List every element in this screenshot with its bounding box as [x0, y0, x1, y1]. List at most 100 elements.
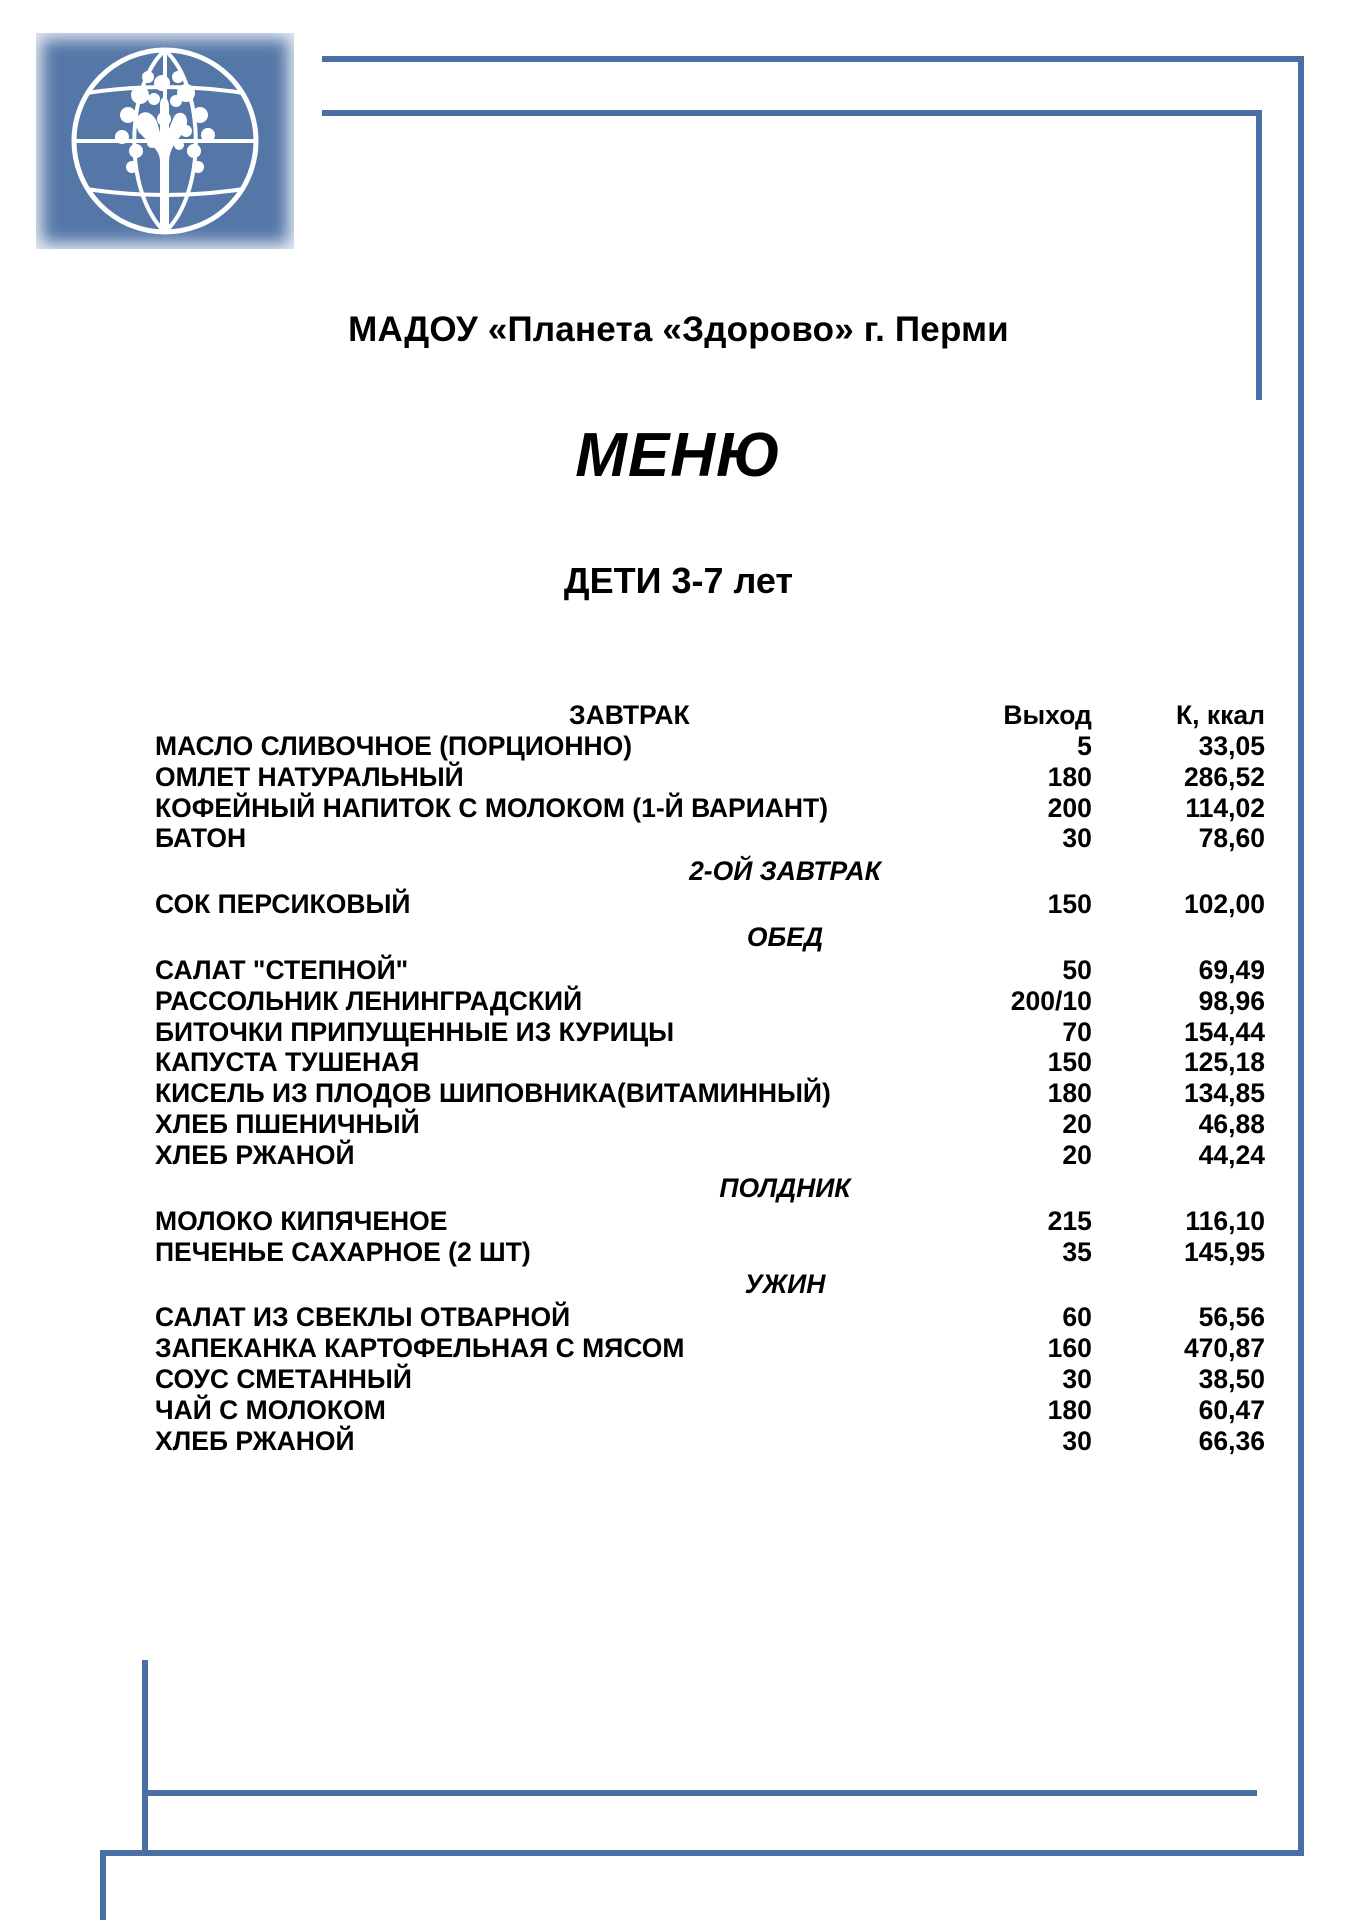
- menu-table-row: ЧАЙ С МОЛОКОМ 180 60,47: [155, 1395, 1265, 1426]
- menu-item-kcal: 145,95: [1183, 1236, 1265, 1267]
- page-title-organization: МАДОУ «Планета «Здорово» г. Перми: [348, 310, 1009, 349]
- menu-item-kcal: 33,05: [1198, 730, 1265, 761]
- menu-item-output: 150: [1047, 889, 1092, 920]
- menu-item-kcal: 114,02: [1185, 792, 1265, 823]
- column-header-kcal: К, ккал: [1176, 700, 1265, 730]
- menu-item-name: БАТОН: [155, 823, 247, 854]
- menu-section-label: ОБЕД: [746, 922, 824, 953]
- menu-item-name: ХЛЕБ РЖАНОЙ: [155, 1425, 355, 1456]
- menu-item-output: 215: [1047, 1205, 1092, 1236]
- menu-item-kcal: 69,49: [1198, 954, 1265, 985]
- menu-item-kcal: 102,00: [1183, 889, 1265, 920]
- page-title-menu: МЕНЮ: [575, 421, 782, 490]
- menu-item-output: 150: [1047, 1047, 1092, 1078]
- menu-item-output: 180: [1047, 1394, 1092, 1425]
- menu-section-heading: УЖИН: [155, 1267, 1265, 1302]
- menu-item-name: РАССОЛЬНИК ЛЕНИНГРАДСКИЙ: [155, 985, 583, 1016]
- menu-section-heading: 2-ОЙ ЗАВТРАК: [155, 854, 1265, 889]
- menu-item-kcal: 78,60: [1198, 823, 1265, 854]
- frame-border-inner-bottom: [142, 1790, 1257, 1796]
- menu-table-row: ЗАПЕКАНКА КАРТОФЕЛЬНАЯ С МЯСОМ 160 470,87: [155, 1333, 1265, 1364]
- menu-item-name: ЧАЙ С МОЛОКОМ: [155, 1394, 386, 1425]
- menu-item-name: МОЛОКО КИПЯЧЕНОЕ: [155, 1205, 448, 1236]
- column-header-output: Выход: [1003, 700, 1092, 730]
- page-subtitle-age-group: ДЕТИ 3-7 лет: [563, 560, 794, 601]
- menu-item-output: 30: [1062, 823, 1092, 854]
- menu-table-row: БИТОЧКИ ПРИПУЩЕННЫЕ ИЗ КУРИЦЫ 70 154,44: [155, 1017, 1265, 1048]
- menu-item-kcal: 116,10: [1185, 1205, 1265, 1236]
- menu-table-header-row: ЗАВТРАК Выход К, ккал: [155, 700, 1265, 731]
- menu-table-row: ПЕЧЕНЬЕ САХАРНОЕ (2 ШТ) 35 145,95: [155, 1237, 1265, 1268]
- menu-table-row: КОФЕЙНЫЙ НАПИТОК С МОЛОКОМ (1-Й ВАРИАНТ)…: [155, 793, 1265, 824]
- menu-item-output: 50: [1062, 954, 1092, 985]
- menu-item-name: ЗАПЕКАНКА КАРТОФЕЛЬНАЯ С МЯСОМ: [155, 1333, 685, 1364]
- menu-item-name: САЛАТ ИЗ СВЕКЛЫ ОТВАРНОЙ: [155, 1302, 571, 1333]
- menu-table-row: БАТОН 30 78,60: [155, 823, 1265, 854]
- menu-section-label: УЖИН: [744, 1269, 826, 1300]
- menu-item-output: 180: [1047, 761, 1092, 792]
- menu-table-row: САЛАТ "СТЕПНОЙ" 50 69,49: [155, 955, 1265, 986]
- menu-item-kcal: 154,44: [1183, 1016, 1265, 1047]
- menu-item-output: 5: [1077, 730, 1092, 761]
- menu-item-name: СОК ПЕРСИКОВЫЙ: [155, 889, 411, 920]
- frame-border-inner-right: [1256, 110, 1262, 400]
- menu-item-output: 70: [1062, 1016, 1092, 1047]
- menu-table-row: СОУС СМЕТАННЫЙ 30 38,50: [155, 1364, 1265, 1395]
- column-header-dish: ЗАВТРАК: [568, 700, 690, 730]
- menu-item-name: МАСЛО СЛИВОЧНОЕ (ПОРЦИОННО): [155, 730, 633, 761]
- frame-border-outer-left: [100, 1850, 106, 1920]
- menu-table: ЗАВТРАК Выход К, ккал МАСЛО СЛИВОЧНОЕ (ПОРЦ…: [155, 700, 1265, 1457]
- menu-table-row: РАССОЛЬНИК ЛЕНИНГРАДСКИЙ 200/10 98,96: [155, 986, 1265, 1017]
- frame-border-outer-right: [1298, 56, 1304, 1856]
- menu-item-name: БИТОЧКИ ПРИПУЩЕННЫЕ ИЗ КУРИЦЫ: [155, 1016, 675, 1047]
- menu-section-heading: ОБЕД: [155, 920, 1265, 955]
- menu-table-row: КАПУСТА ТУШЕНАЯ 150 125,18: [155, 1047, 1265, 1078]
- menu-item-kcal: 38,50: [1198, 1364, 1265, 1395]
- menu-table-row: ХЛЕБ РЖАНОЙ 30 66,36: [155, 1426, 1265, 1457]
- menu-item-output: 35: [1062, 1236, 1092, 1267]
- menu-item-kcal: 66,36: [1198, 1425, 1265, 1456]
- menu-table-row: ХЛЕБ РЖАНОЙ 20 44,24: [155, 1140, 1265, 1171]
- menu-item-kcal: 60,47: [1198, 1394, 1265, 1425]
- menu-table-row: ОМЛЕТ НАТУРАЛЬНЫЙ 180 286,52: [155, 762, 1265, 793]
- menu-item-output: 30: [1062, 1364, 1092, 1395]
- globe-tree-logo: [36, 33, 294, 249]
- frame-border-outer-top: [322, 56, 1304, 62]
- menu-item-kcal: 98,96: [1198, 985, 1265, 1016]
- menu-table-row: МАСЛО СЛИВОЧНОЕ (ПОРЦИОННО) 5 33,05: [155, 731, 1265, 762]
- menu-item-output: 180: [1047, 1078, 1092, 1109]
- menu-item-name: САЛАТ "СТЕПНОЙ": [155, 954, 409, 985]
- menu-table-row: СОК ПЕРСИКОВЫЙ 150 102,00: [155, 889, 1265, 920]
- menu-item-name: ХЛЕБ РЖАНОЙ: [155, 1140, 355, 1171]
- menu-item-kcal: 44,24: [1198, 1140, 1265, 1171]
- menu-item-output: 200: [1047, 792, 1092, 823]
- menu-item-kcal: 470,87: [1183, 1333, 1265, 1364]
- menu-item-output: 160: [1047, 1333, 1092, 1364]
- menu-item-name: ОМЛЕТ НАТУРАЛЬНЫЙ: [155, 761, 464, 792]
- frame-border-outer-bottom: [100, 1850, 1304, 1856]
- menu-table-row: МОЛОКО КИПЯЧЕНОЕ 215 116,10: [155, 1206, 1265, 1237]
- menu-section-label: ПОЛДНИК: [719, 1172, 851, 1203]
- menu-item-name: СОУС СМЕТАННЫЙ: [155, 1364, 412, 1395]
- frame-border-inner-left: [142, 1660, 148, 1850]
- menu-item-name: КАПУСТА ТУШЕНАЯ: [155, 1047, 420, 1078]
- menu-item-name: ХЛЕБ ПШЕНИЧНЫЙ: [155, 1109, 420, 1140]
- menu-table-row: САЛАТ ИЗ СВЕКЛЫ ОТВАРНОЙ 60 56,56: [155, 1302, 1265, 1333]
- menu-item-output: 20: [1062, 1109, 1092, 1140]
- menu-item-kcal: 46,88: [1198, 1109, 1265, 1140]
- menu-section-label: 2-ОЙ ЗАВТРАК: [689, 856, 881, 887]
- menu-item-name: КОФЕЙНЫЙ НАПИТОК С МОЛОКОМ (1-Й ВАРИАНТ): [155, 792, 829, 823]
- menu-item-output: 200/10: [1010, 985, 1092, 1016]
- menu-section-heading: ПОЛДНИК: [155, 1171, 1265, 1206]
- menu-item-kcal: 56,56: [1198, 1302, 1265, 1333]
- menu-item-output: 20: [1062, 1140, 1092, 1171]
- menu-item-name: ПЕЧЕНЬЕ САХАРНОЕ (2 ШТ): [155, 1236, 531, 1267]
- menu-item-kcal: 286,52: [1183, 761, 1265, 792]
- menu-item-kcal: 134,85: [1183, 1078, 1265, 1109]
- menu-table-row: ХЛЕБ ПШЕНИЧНЫЙ 20 46,88: [155, 1109, 1265, 1140]
- menu-item-output: 30: [1062, 1425, 1092, 1456]
- menu-item-output: 60: [1062, 1302, 1092, 1333]
- menu-item-name: КИСЕЛЬ ИЗ ПЛОДОВ ШИПОВНИКА(ВИТАМИННЫЙ): [155, 1078, 831, 1109]
- menu-item-kcal: 125,18: [1183, 1047, 1265, 1078]
- menu-table-row: КИСЕЛЬ ИЗ ПЛОДОВ ШИПОВНИКА(ВИТАМИННЫЙ) 18…: [155, 1078, 1265, 1109]
